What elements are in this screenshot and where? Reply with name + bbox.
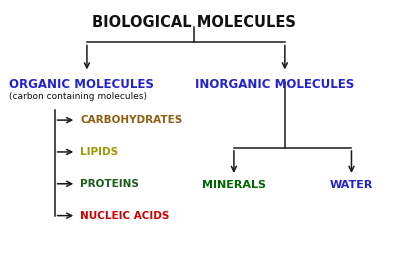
Text: MINERALS: MINERALS xyxy=(202,180,266,190)
Text: (carbon containing molecules): (carbon containing molecules) xyxy=(9,92,147,101)
Text: LIPIDS: LIPIDS xyxy=(80,147,118,157)
Text: NUCLEIC ACIDS: NUCLEIC ACIDS xyxy=(80,211,169,221)
Text: CARBOHYDRATES: CARBOHYDRATES xyxy=(80,115,182,125)
Text: WATER: WATER xyxy=(330,180,373,190)
Text: INORGANIC MOLECULES: INORGANIC MOLECULES xyxy=(195,78,354,91)
Text: ORGANIC MOLECULES: ORGANIC MOLECULES xyxy=(9,78,153,91)
Text: BIOLOGICAL MOLECULES: BIOLOGICAL MOLECULES xyxy=(92,15,296,30)
Text: PROTEINS: PROTEINS xyxy=(80,179,139,189)
